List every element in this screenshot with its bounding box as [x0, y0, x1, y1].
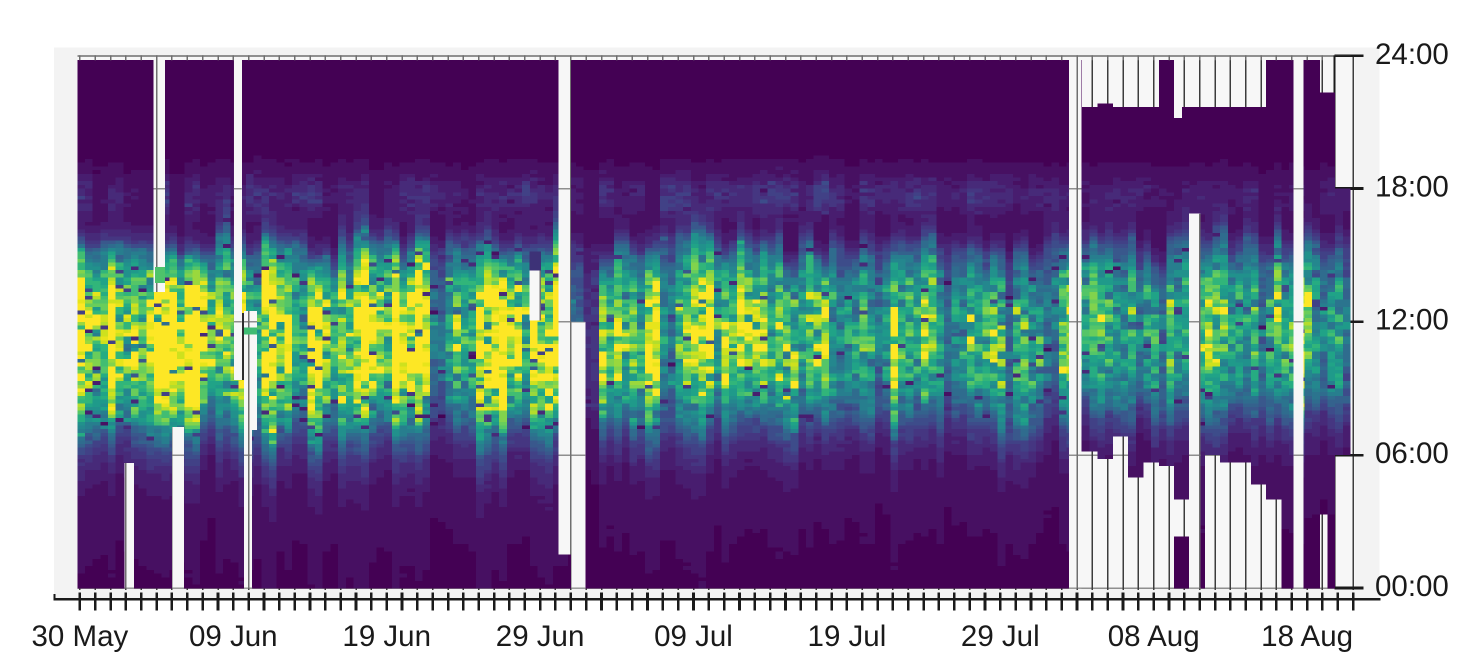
svg-text:09 Jun: 09 Jun	[189, 620, 278, 653]
svg-text:24:00: 24:00	[1375, 38, 1449, 71]
svg-text:18:00: 18:00	[1375, 170, 1449, 203]
svg-text:29 Jul: 29 Jul	[961, 620, 1040, 653]
svg-text:08 Aug: 08 Aug	[1108, 620, 1200, 653]
svg-text:00:00: 00:00	[1375, 570, 1449, 603]
svg-text:30 May: 30 May	[32, 620, 129, 653]
svg-text:29 Jun: 29 Jun	[496, 620, 585, 653]
svg-text:18 Aug: 18 Aug	[1261, 620, 1353, 653]
svg-text:19 Jul: 19 Jul	[808, 620, 887, 653]
svg-text:09 Jul: 09 Jul	[654, 620, 733, 653]
svg-text:19 Jun: 19 Jun	[342, 620, 431, 653]
svg-text:12:00: 12:00	[1375, 304, 1449, 337]
svg-text:06:00: 06:00	[1375, 437, 1449, 470]
